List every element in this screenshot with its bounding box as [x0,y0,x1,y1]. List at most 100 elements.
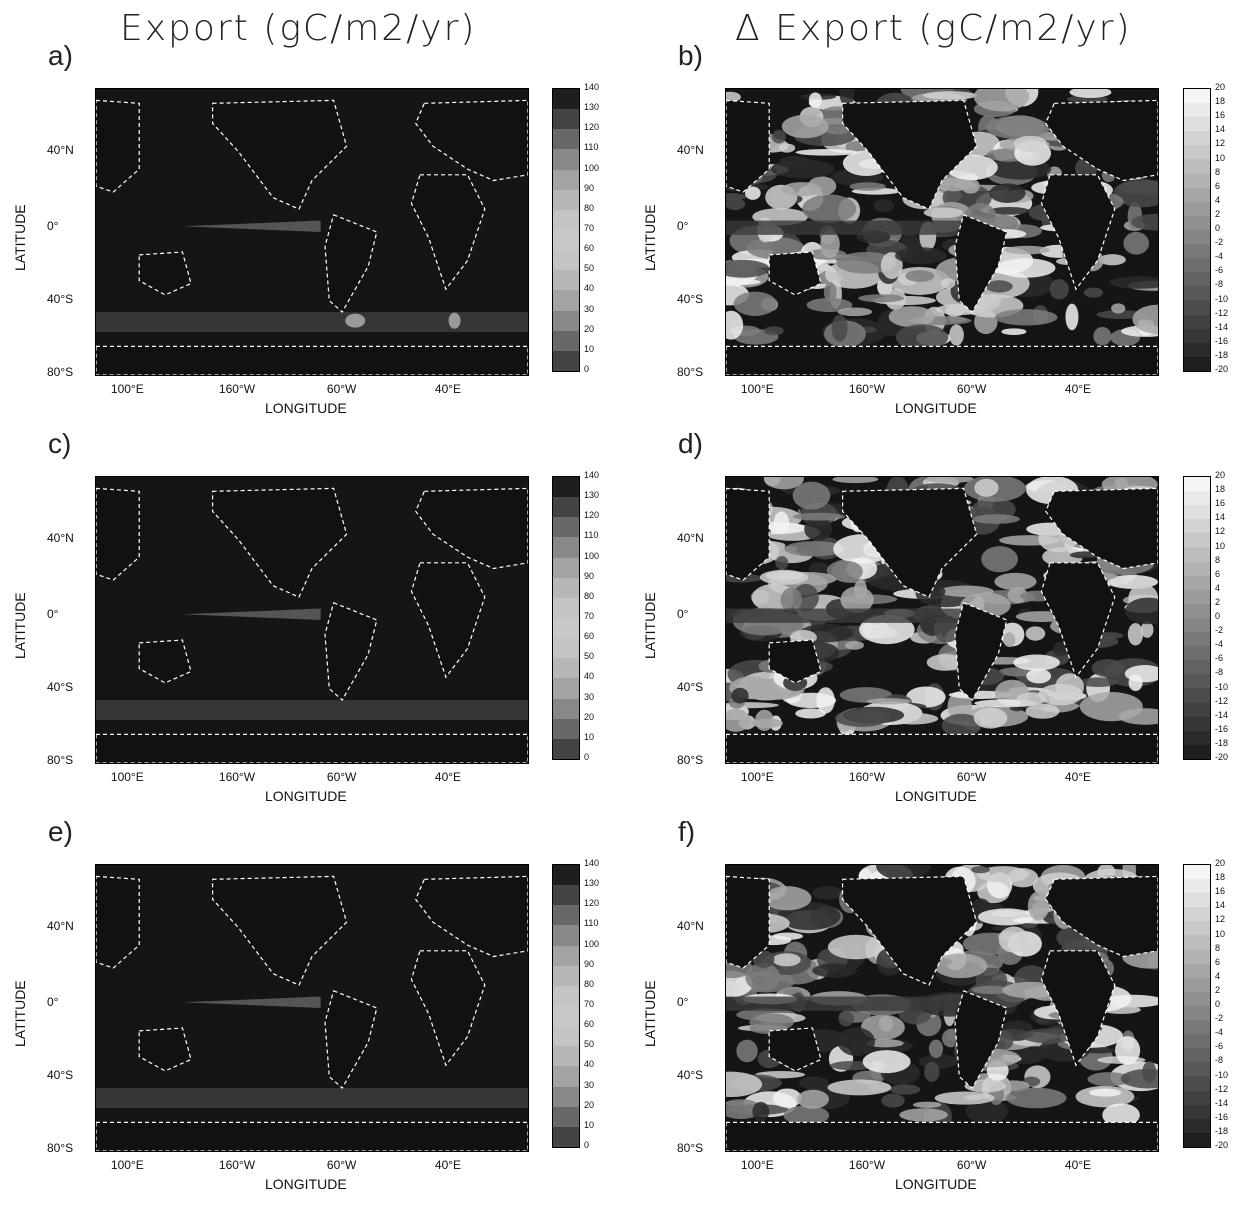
colorbar-segment [1184,215,1210,230]
colorbar-label: 12 [1215,138,1226,149]
colorbar-label: 14 [1215,512,1226,523]
lon-tick-label: 40°E [1064,770,1092,784]
colorbar-label: 4 [1215,970,1221,981]
asia_w-outline [726,487,770,581]
colorbar-label: 10 [1215,152,1226,163]
colorbar-label: 90 [584,958,595,969]
colorbar-label: -18 [1215,1125,1229,1136]
colorbar-segment [1184,533,1210,548]
samerica-outline [324,213,378,314]
colorbar-label: 20 [584,711,595,722]
colorbar-segment [553,517,579,538]
colorbar-segment [553,738,579,759]
colorbar-label: 16 [1215,498,1226,509]
panel-label: f) [678,816,696,847]
eurasia-outline [415,487,528,570]
colorbar-label: 18 [1215,96,1226,107]
colorbar-label: 70 [584,611,595,621]
colorbar-label: -20 [1215,364,1229,374]
samerica-outline [324,601,378,702]
colorbar-label: 0 [1215,611,1221,621]
colorbar-label: -8 [1215,667,1224,678]
colorbar-label: -6 [1215,653,1224,664]
colorbar-segment [553,885,579,906]
colorbar-label: 80 [584,590,595,601]
colorbar-label: 4 [1215,194,1221,205]
colorbar-segment [553,718,579,739]
colorbar-label: 90 [584,570,595,581]
panel-label: c) [48,428,72,459]
colorbar-label: 110 [584,142,599,153]
colorbar-segment [1184,117,1210,132]
colorbar-label: -14 [1215,709,1229,720]
longitude-axis-title: LONGITUDE [265,788,347,804]
colorbar-segment [1184,244,1210,259]
colorbar-label: 130 [584,878,600,889]
colorbar-segment [553,658,579,679]
colorbar-segment [553,577,579,598]
panel-label: b) [678,40,703,71]
colorbar-label: 16 [1215,110,1226,121]
colorbar-label: 70 [584,999,595,1009]
panel-label: d) [678,428,703,459]
colorbar-segment [1184,89,1210,104]
colorbar-label: 100 [584,938,600,949]
colorbar-label: 40 [584,671,595,682]
colorbar-label: 20 [584,323,595,334]
colorbar-label: -4 [1215,251,1224,262]
lon-tick-label: 40°E [1064,1158,1092,1172]
colorbar-label: 60 [584,631,595,642]
lon-tick-label: 160°W [848,1158,886,1172]
colorbar-segment [1184,991,1210,1006]
colorbar-segment [553,310,579,331]
colorbar-label: 50 [584,1039,595,1050]
lat-tick-label: 40°S [47,291,74,306]
colorbar-segment [553,985,579,1006]
lat-tick-label: 0° [677,218,689,233]
colorbar-label: 18 [1215,484,1226,495]
lat-tick-label: 40°S [677,291,704,306]
colorbar-segment [1184,505,1210,520]
colorbar-segment [1184,229,1210,245]
colorbar-segment [1184,201,1210,216]
australia-outline [768,639,822,684]
colorbar-segment [1184,173,1210,188]
colorbar-label: 2 [1215,984,1221,995]
colorbar-segment [553,557,579,578]
lon-tick-label: 160°W [218,1158,256,1172]
colorbar-label: 140 [584,858,600,868]
colorbar-label: -4 [1215,639,1224,650]
colorbar-label: 6 [1215,956,1221,967]
lon-tick-label: 60°W [956,1158,987,1172]
colorbar-segment [1184,603,1210,618]
colorbar-segment [1184,688,1210,703]
lat-tick-label: 0° [47,606,59,621]
colorbar-segment [553,1046,579,1067]
australia-outline [138,1027,192,1072]
lat-tick-label: 40°N [677,918,704,933]
colorbar-label: -6 [1215,1041,1224,1052]
colorbar-label: 0 [1215,999,1221,1009]
map-panel-b: b) 40°N 0° 40°S 80°S 100°E 160°W 60°W 40°E LATITU… [630,40,1260,426]
colorbar-segment [1184,1048,1210,1063]
colorbar-label: 16 [1215,886,1226,897]
africa-outline [1040,562,1116,679]
colorbar-segment [1184,356,1210,371]
colorbar-label: -8 [1215,279,1224,290]
lat-tick-label: 40°S [677,679,704,694]
eurasia-outline [1045,875,1158,958]
map-area [725,476,1159,764]
colorbar [1183,864,1211,1148]
antarctica-outline [96,345,528,375]
colorbar-segment [1184,730,1210,745]
colorbar-segment [1184,879,1210,894]
lon-tick-label: 40°E [434,1158,462,1172]
colorbar-segment [1184,1034,1210,1049]
colorbar-segment [553,330,579,351]
title-delta-export: Δ Export (gC/m2/yr) [735,8,1132,49]
colorbar-segment [1184,145,1210,160]
colorbar-segment [1184,1090,1210,1105]
lon-tick-label: 40°E [434,770,462,784]
colorbar-label: -10 [1215,681,1229,692]
colorbar-segment [553,129,579,150]
